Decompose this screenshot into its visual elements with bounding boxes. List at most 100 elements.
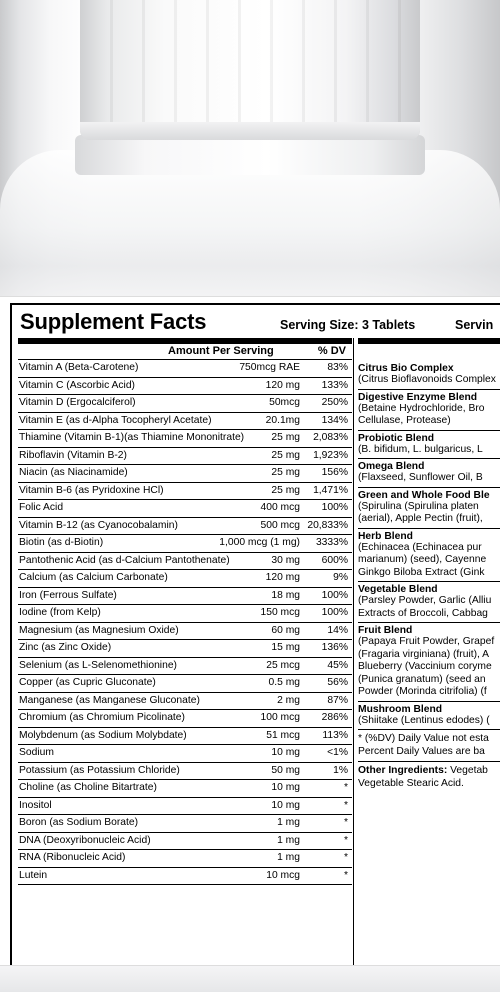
blend-name: Herb Blend (358, 530, 413, 542)
nutrient-amount: 25 mg (271, 432, 300, 443)
nutrient-row: Vitamin E (as d-Alpha Tocopheryl Acetate… (18, 413, 352, 430)
blend-ingredients: (Spirulina (Spirulina platen (358, 500, 479, 512)
nutrient-name: Niacin (as Niacinamide) (19, 467, 128, 478)
nutrient-name: Selenium (as L-Selenomethionine) (19, 659, 177, 671)
blend-list: Citrus Bio Complex (Citrus Bioflavonoids … (358, 361, 500, 793)
nutrient-name: Vitamin B-12 (as Cyanocobalamin) (19, 519, 178, 531)
nutrient-name: Lutein (19, 869, 48, 881)
blend-name: Omega Blend (358, 461, 425, 472)
nutrient-name: Potassium (as Potassium Chloride) (19, 764, 180, 776)
nutrient-dv: * (343, 852, 348, 863)
blend-ingredients: marianum) (seed), Cayenne (358, 554, 487, 565)
nutrient-name: Thiamine (Vitamin B-1)(as Thiamine Monon… (19, 432, 245, 443)
blend-ingredients: (Parsley Powder, Garlic (Alliu (358, 595, 492, 606)
nutrient-table-header: Amount Per Serving % DV (18, 344, 352, 360)
nutrient-dv: 1,471% (313, 484, 348, 496)
blend-name: Probiotic Blend (358, 432, 435, 444)
nutrient-dv: 2,083% (313, 432, 348, 443)
nutrient-name: Sodium (19, 747, 54, 758)
blend-ingredients: (Flaxseed, Sunflower Oil, B (358, 472, 483, 483)
nutrient-dv: 9% (333, 572, 348, 583)
nutrient-row: Iron (Ferrous Sulfate) 18 mg 100% (18, 588, 352, 605)
nutrient-name: Inositol (19, 799, 52, 811)
nutrient-amount: 50mcg (269, 397, 300, 408)
blend-item: Citrus Bio Complex (Citrus Bioflavonoids … (358, 361, 500, 390)
nutrient-amount: 150 mcg (260, 607, 301, 618)
nutrient-dv: 136% (321, 642, 348, 653)
nutrient-amount: 400 mcg (260, 502, 301, 513)
nutrient-row: Thiamine (Vitamin B-1)(as Thiamine Monon… (18, 430, 352, 448)
nutrient-row: Manganese (as Manganese Gluconate) 2 mg 87… (18, 693, 352, 710)
blend-ingredients: (Papaya Fruit Powder, Grapef (358, 636, 495, 647)
nutrient-row: Vitamin B-6 (as Pyridoxine HCl) 25 mg 1,47… (18, 483, 352, 500)
nutrient-amount: 1,000 mcg (1 mg) (219, 537, 300, 548)
nutrient-dv: 134% (321, 414, 348, 426)
nutrient-name: Vitamin C (Ascorbic Acid) (19, 379, 135, 391)
nutrient-name: Folic Acid (19, 502, 64, 513)
servings-per-container: Servin (455, 318, 494, 332)
nutrient-dv: 56% (327, 677, 348, 688)
nutrient-name: Calcium (as Calcium Carbonate) (19, 572, 168, 583)
blend-name: Digestive Enzyme Blend (358, 391, 478, 403)
nutrient-name: Iodine (from Kelp) (19, 607, 101, 618)
nutrient-row: Copper (as Cupric Gluconate) 0.5 mg 56% (18, 675, 352, 693)
nutrient-amount: 0.5 mg (268, 677, 300, 688)
nutrient-row: Molybdenum (as Sodium Molybdate) 51 mcg 11… (18, 728, 352, 745)
nutrient-dv: 100% (321, 589, 348, 601)
nutrient-row: Riboflavin (Vitamin B-2) 25 mg 1,923% (18, 448, 352, 465)
nutrient-row: Potassium (as Potassium Chloride) 50 mg 1% (18, 763, 352, 780)
blend-ingredients: (Punica granatum) (seed an (358, 673, 486, 685)
nutrient-row: Biotin (as d-Biotin) 1,000 mcg (1 mg) 3333… (18, 535, 352, 553)
column-divider (353, 338, 354, 965)
blend-ingredients: Blueberry (Vaccinium coryme (358, 661, 492, 672)
dv-footnote: * (%DV) Daily Value not esta Percent Dai… (358, 730, 500, 762)
nutrient-dv: 100% (321, 502, 348, 513)
blend-item: Omega Blend (Flaxseed, Sunflower Oil, B (358, 459, 500, 488)
nutrient-name: Vitamin E (as d-Alpha Tocopheryl Acetate… (19, 414, 212, 426)
blend-name: Mushroom Blend (358, 703, 443, 715)
nutrient-name: RNA (Ribonucleic Acid) (19, 852, 126, 863)
nutrient-dv: * (343, 869, 348, 881)
blend-name: Fruit Blend (358, 625, 413, 636)
nutrient-row: Calcium (as Calcium Carbonate) 120 mg 9% (18, 570, 352, 588)
nutrient-name: Chromium (as Chromium Picolinate) (19, 712, 185, 723)
bottle-cap (80, 0, 420, 140)
amount-header: Amount Per Serving (168, 345, 274, 357)
nutrient-dv: 113% (322, 729, 348, 741)
nutrient-amount: 15 mg (271, 642, 300, 653)
nutrient-row: Chromium (as Chromium Picolinate) 100 mcg… (18, 710, 352, 728)
nutrient-dv: 286% (321, 712, 348, 723)
blend-item: Green and Whole Food Ble (Spirulina (Spir… (358, 488, 500, 529)
nutrient-dv: 1% (333, 764, 348, 776)
other-ingredients: Other Ingredients: Vegetab Vegetable Ste… (358, 765, 488, 789)
nutrient-amount: 1 mg (277, 852, 300, 863)
nutrient-row: Magnesium (as Magnesium Oxide) 60 mg 14% (18, 623, 352, 640)
nutrient-amount: 120 mg (265, 572, 300, 583)
nutrient-amount: 60 mg (271, 624, 300, 636)
blend-item: Digestive Enzyme Blend (Betaine Hydrochlo… (358, 390, 500, 431)
nutrient-amount: 10 mcg (266, 869, 300, 881)
nutrient-name: Vitamin D (Ergocalciferol) (19, 397, 136, 408)
blend-ingredients: (Citrus Bioflavonoids Complex (358, 374, 496, 385)
nutrient-row: Inositol 10 mg * (18, 798, 352, 815)
nutrient-row: Lutein 10 mcg * (18, 868, 352, 885)
nutrient-row: Zinc (as Zinc Oxide) 15 mg 136% (18, 640, 352, 658)
blend-ingredients: Ginkgo Biloba Extract (Gink (358, 566, 485, 578)
blend-item: Mushroom Blend (Shiitake (Lentinus edodes… (358, 702, 500, 730)
nutrient-amount: 10 mg (271, 799, 300, 811)
nutrient-row: Vitamin B-12 (as Cyanocobalamin) 500 mcg 2… (18, 518, 352, 535)
blend-ingredients: (Betaine Hydrochloride, Bro (358, 402, 485, 414)
blend-name: Vegetable Blend (358, 584, 438, 595)
blend-ingredients: Powder (Morinda citrifolia) (f (358, 686, 487, 697)
nutrient-dv: 156% (321, 467, 348, 478)
nutrient-name: DNA (Deoxyribonucleic Acid) (19, 834, 151, 846)
blend-ingredients: (Shiitake (Lentinus edodes) ( (358, 714, 490, 726)
nutrient-amount: 25 mg (271, 484, 300, 496)
nutrient-amount: 10 mg (271, 747, 300, 758)
nutrient-amount: 750mcg RAE (239, 362, 300, 373)
nutrient-dv: * (343, 782, 348, 793)
nutrient-dv: 87% (327, 694, 348, 706)
serving-size: Serving Size: 3 Tablets (280, 318, 416, 332)
nutrient-name: Molybdenum (as Sodium Molybdate) (19, 729, 187, 741)
nutrient-row: Boron (as Sodium Borate) 1 mg * (18, 815, 352, 833)
